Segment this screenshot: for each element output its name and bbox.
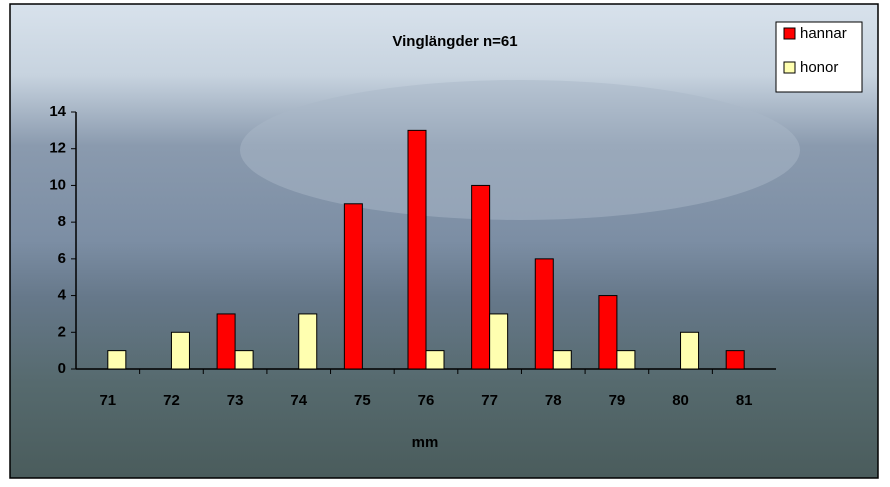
- bar: [681, 332, 699, 369]
- bar: [299, 314, 317, 369]
- bar: [217, 314, 235, 369]
- x-tick-label: 78: [545, 392, 562, 409]
- bar: [599, 296, 617, 369]
- y-tick-label: 14: [49, 103, 66, 120]
- legend-swatch: [784, 28, 795, 39]
- bar: [408, 130, 426, 369]
- bar: [617, 351, 635, 369]
- legend-swatch: [784, 62, 795, 73]
- chart-title: Vinglängder n=61: [392, 33, 517, 50]
- y-tick-label: 12: [49, 140, 66, 157]
- x-tick-label: 77: [481, 392, 498, 409]
- mountain-haze: [240, 80, 800, 220]
- y-tick-label: 8: [58, 213, 66, 230]
- x-tick-label: 76: [418, 392, 435, 409]
- bar: [553, 351, 571, 369]
- x-tick-label: 79: [609, 392, 626, 409]
- legend-label: honor: [800, 59, 838, 76]
- y-tick-label: 10: [49, 176, 66, 193]
- y-tick-label: 0: [58, 360, 66, 377]
- bar: [490, 314, 508, 369]
- page: {"chart_data": {"type": "bar", "title": …: [0, 0, 890, 487]
- x-tick-label: 73: [227, 392, 244, 409]
- x-tick-label: 75: [354, 392, 371, 409]
- y-tick-label: 4: [58, 287, 67, 304]
- x-tick-label: 81: [736, 392, 753, 409]
- bar: [344, 204, 362, 369]
- x-axis-label: mm: [412, 434, 439, 451]
- bar: [472, 185, 490, 369]
- x-tick-label: 74: [290, 392, 307, 409]
- x-tick-label: 71: [99, 392, 116, 409]
- bar: [426, 351, 444, 369]
- y-tick-label: 2: [58, 323, 66, 340]
- x-tick-label: 80: [672, 392, 689, 409]
- bar: [235, 351, 253, 369]
- x-tick-label: 72: [163, 392, 180, 409]
- bar: [108, 351, 126, 369]
- bar: [535, 259, 553, 369]
- bar: [726, 351, 744, 369]
- bar: [171, 332, 189, 369]
- legend-label: hannar: [800, 25, 847, 42]
- y-tick-label: 6: [58, 250, 66, 267]
- chart: Vinglängder n=61 mm 0 2 4 6 8 10 12 14 71 72 73 74 7…: [0, 0, 890, 482]
